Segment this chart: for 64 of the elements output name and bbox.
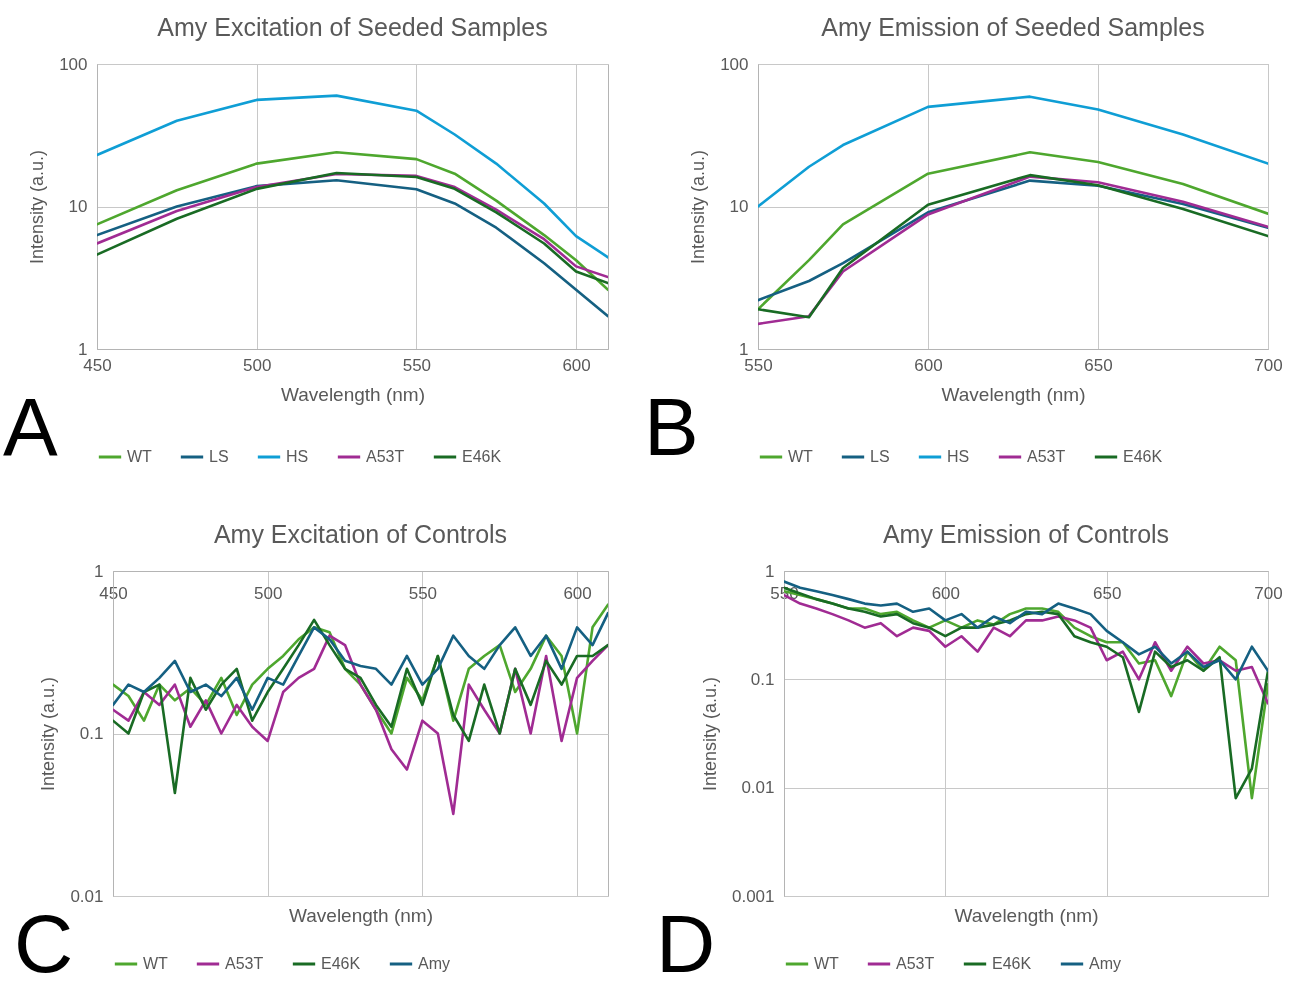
legend-label: E46K xyxy=(992,955,1032,972)
x-tick-label: 600 xyxy=(563,583,592,603)
chart-title: Amy Emission of Controls xyxy=(882,520,1170,548)
x-tick-label: 700 xyxy=(1254,583,1283,603)
legend-label: HS xyxy=(947,448,970,465)
x-tick-label: 600 xyxy=(562,355,591,375)
legend-label: LS xyxy=(209,448,229,465)
y-axis-title: Intensity (a.u.) xyxy=(699,676,720,792)
y-tick-label: 0.01 xyxy=(741,778,775,798)
x-axis-title: Wavelength (nm) xyxy=(281,383,425,405)
y-tick-label: 0.001 xyxy=(731,886,775,906)
y-tick-label: 0.01 xyxy=(70,886,104,906)
y-tick-label: 100 xyxy=(59,54,88,74)
legend-label: HS xyxy=(286,448,309,465)
line-series xyxy=(97,178,608,318)
chart-title: Amy Emission of Seeded Samples xyxy=(821,13,1205,41)
line-series xyxy=(758,151,1268,311)
y-tick-label: 10 xyxy=(729,197,749,216)
y-tick-label: 0.1 xyxy=(79,724,104,743)
legend-label: A53T xyxy=(366,448,405,465)
x-tick-label: 500 xyxy=(243,355,272,375)
y-tick-label: 1 xyxy=(765,561,775,581)
line-series xyxy=(758,95,1268,208)
legend-label: A53T xyxy=(1027,448,1066,465)
x-tick-label: 550 xyxy=(408,583,438,603)
x-tick-label: 600 xyxy=(914,355,943,375)
x-tick-label: 650 xyxy=(1092,583,1122,603)
text: D xyxy=(656,898,716,989)
text: B xyxy=(644,381,699,472)
x-tick-label: 550 xyxy=(402,355,432,375)
x-tick-label: 700 xyxy=(1254,355,1283,375)
chart-title: Amy Excitation of Controls xyxy=(213,520,508,548)
y-tick-label: 1 xyxy=(94,561,104,581)
legend-label: Amy xyxy=(1089,955,1121,972)
y-tick-label: 100 xyxy=(720,54,749,74)
y-tick-label: 10 xyxy=(68,197,88,216)
x-tick-label: 600 xyxy=(931,583,961,603)
y-tick-label: 0.1 xyxy=(750,669,775,689)
y-axis-title: Intensity (a.u.) xyxy=(688,149,709,265)
line-series xyxy=(97,151,608,292)
legend-label: WT xyxy=(127,448,153,465)
line-series xyxy=(97,94,608,259)
y-axis-title: Intensity (a.u.) xyxy=(38,676,59,792)
legend-label: WT xyxy=(788,448,814,465)
legend-label: A53T xyxy=(225,955,264,972)
x-axis-title: Wavelength (nm) xyxy=(954,904,1099,926)
legend-label: WT xyxy=(143,955,169,972)
x-tick-label: 500 xyxy=(254,583,283,603)
legend-label: WT xyxy=(814,955,840,972)
x-axis-title: Wavelength (nm) xyxy=(941,383,1086,405)
line-series xyxy=(113,618,608,795)
x-tick-label: 450 xyxy=(99,583,128,603)
legend-label: E46K xyxy=(321,955,361,972)
legend-label: Amy xyxy=(418,955,450,972)
x-tick-label: 650 xyxy=(1084,355,1113,375)
text: A xyxy=(3,381,58,472)
legend-label: A53T xyxy=(896,955,935,972)
chart-title: Amy Excitation of Seeded Samples xyxy=(157,13,548,41)
x-axis-title: Wavelength (nm) xyxy=(289,904,433,926)
legend-label: LS xyxy=(870,448,890,465)
y-axis-title: Intensity (a.u.) xyxy=(27,149,48,265)
legend-label: E46K xyxy=(1123,448,1163,465)
line-series xyxy=(113,611,608,712)
legend-label: E46K xyxy=(462,448,502,465)
